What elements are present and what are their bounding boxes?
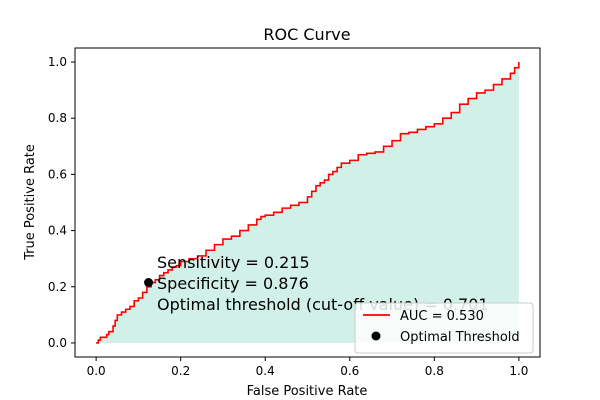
y-axis-label: True Positive Rate: [23, 144, 38, 261]
plot-frame: [74, 47, 541, 358]
y-tick-label: 0.8: [48, 111, 67, 125]
x-tick-label: 0.6: [340, 364, 359, 378]
x-axis-label: False Positive Rate: [247, 384, 368, 399]
optimal-threshold-point: [144, 278, 154, 288]
x-tick-label: 1.0: [509, 364, 528, 378]
y-tick-label: 0.0: [48, 336, 67, 350]
x-tick-label: 0.4: [256, 364, 275, 378]
y-tick-label: 1.0: [48, 55, 67, 69]
legend-label-optimal: Optimal Threshold: [400, 330, 520, 345]
x-tick-label: 0.8: [425, 364, 444, 378]
plot-area: 0.0 0.2 0.4 0.6 0.8 1.0 0.0 0.2 0.4 0.6 0.8 1.0: [48, 47, 541, 378]
chart-title: ROC Curve: [263, 25, 350, 44]
y-tick-label: 0.2: [48, 280, 67, 294]
annotation-specificity: Specificity = 0.876: [157, 274, 309, 293]
legend-label-auc: AUC = 0.530: [400, 309, 484, 324]
y-tick-label: 0.4: [48, 224, 67, 238]
x-tick-label: 0.2: [171, 364, 190, 378]
roc-curve-line: [96, 62, 520, 344]
legend-box: [354, 302, 534, 354]
legend: AUC = 0.530 Optimal Threshold: [354, 302, 534, 354]
legend-dot-marker: [371, 331, 381, 341]
x-tick-label: 0.0: [87, 364, 106, 378]
annotation-sensitivity: Sensitivity = 0.215: [157, 253, 310, 272]
y-tick-label: 0.6: [48, 167, 67, 181]
